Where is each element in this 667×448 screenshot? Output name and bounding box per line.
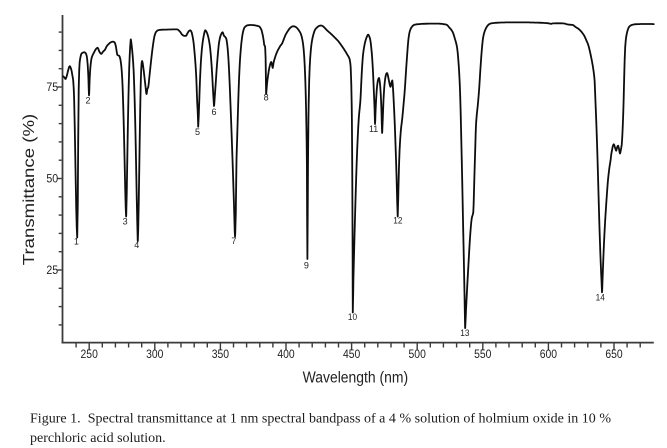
svg-text:400: 400: [277, 347, 295, 361]
svg-text:7: 7: [231, 236, 236, 246]
svg-text:8: 8: [264, 92, 269, 102]
svg-text:50: 50: [46, 172, 58, 186]
svg-text:14: 14: [596, 292, 605, 302]
svg-text:3: 3: [123, 217, 128, 227]
svg-text:500: 500: [409, 347, 427, 361]
svg-text:650: 650: [605, 347, 623, 361]
svg-text:perchloric acid solution.: perchloric acid solution.: [30, 431, 166, 446]
svg-text:550: 550: [474, 347, 492, 361]
svg-text:350: 350: [212, 347, 230, 361]
svg-text:600: 600: [540, 347, 558, 361]
svg-text:Figure 1. Spectral transmitta: Figure 1. Spectral transmittance at 1 nm…: [30, 412, 611, 427]
svg-text:6: 6: [211, 107, 216, 117]
svg-text:5: 5: [195, 127, 200, 137]
svg-text:25: 25: [46, 263, 58, 277]
svg-text:250: 250: [81, 347, 99, 361]
svg-text:9: 9: [304, 260, 309, 270]
svg-text:4: 4: [134, 240, 139, 250]
svg-text:13: 13: [460, 328, 469, 338]
svg-text:1: 1: [74, 237, 79, 247]
svg-text:10: 10: [348, 312, 357, 322]
svg-text:Transmittance (%): Transmittance (%): [21, 114, 38, 266]
svg-text:75: 75: [46, 80, 58, 94]
svg-text:11: 11: [369, 124, 378, 134]
svg-text:300: 300: [146, 347, 164, 361]
svg-text:Wavelength (nm): Wavelength (nm): [303, 369, 409, 386]
svg-text:12: 12: [393, 216, 402, 226]
svg-text:2: 2: [85, 96, 90, 106]
svg-text:450: 450: [343, 347, 361, 361]
